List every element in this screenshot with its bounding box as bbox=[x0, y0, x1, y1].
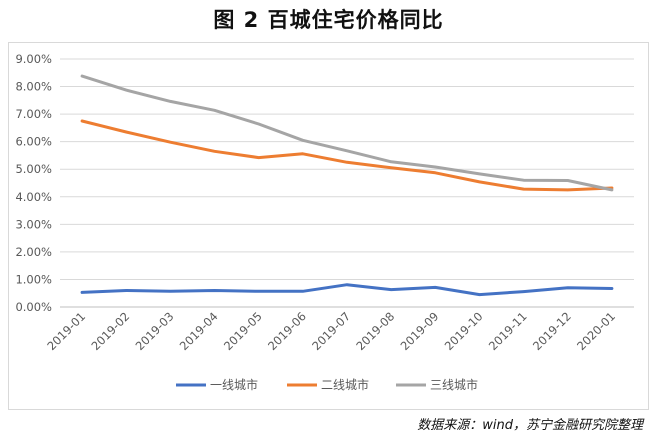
data-point bbox=[478, 180, 481, 184]
data-point bbox=[169, 100, 172, 103]
data-point bbox=[213, 150, 216, 153]
x-tick-label: 2019-05 bbox=[221, 309, 265, 353]
data-point bbox=[478, 293, 481, 296]
data-point bbox=[213, 109, 216, 112]
data-point bbox=[566, 286, 569, 289]
data-point bbox=[80, 119, 84, 123]
x-tick-label: 2019-11 bbox=[486, 309, 530, 353]
x-tick-label: 2019-02 bbox=[88, 309, 132, 353]
source-note: 数据来源：wind，苏宁金融研究院整理 bbox=[417, 418, 643, 433]
data-point bbox=[522, 290, 525, 293]
x-tick-label: 2019-03 bbox=[133, 309, 177, 353]
data-point bbox=[301, 152, 305, 155]
y-tick-label: 6.00% bbox=[15, 135, 52, 149]
data-point bbox=[345, 283, 349, 286]
data-point bbox=[301, 290, 305, 293]
y-tick-label: 4.00% bbox=[15, 190, 52, 204]
data-point bbox=[610, 188, 614, 192]
x-tick-label: 2019-08 bbox=[353, 309, 397, 353]
y-tick-label: 2.00% bbox=[15, 245, 52, 259]
data-point bbox=[610, 287, 614, 290]
data-point bbox=[434, 171, 437, 175]
y-tick-label: 9.00% bbox=[15, 52, 52, 66]
data-point bbox=[213, 289, 216, 292]
data-point bbox=[80, 291, 84, 294]
data-point bbox=[169, 290, 172, 293]
y-tick-label: 7.00% bbox=[15, 107, 52, 121]
data-point bbox=[125, 130, 128, 134]
data-point bbox=[522, 179, 525, 182]
data-point bbox=[257, 122, 260, 126]
data-point bbox=[389, 288, 393, 291]
series-line-1 bbox=[80, 283, 614, 297]
data-point bbox=[389, 160, 393, 163]
data-point bbox=[345, 149, 349, 152]
data-point bbox=[169, 141, 172, 144]
x-tick-label: 2019-01 bbox=[44, 309, 88, 353]
data-point bbox=[566, 188, 569, 192]
x-tick-label: 2019-10 bbox=[442, 309, 486, 353]
data-point bbox=[434, 165, 437, 169]
data-point bbox=[478, 172, 481, 176]
x-tick-label: 2019-07 bbox=[309, 309, 353, 353]
data-point bbox=[566, 179, 569, 182]
legend-label: 三线城市 bbox=[430, 377, 478, 392]
y-tick-label: 8.00% bbox=[15, 80, 52, 94]
data-point bbox=[125, 88, 128, 92]
x-tick-label: 2019-06 bbox=[265, 309, 309, 353]
chart-title: 图 2 百城住宅价格同比 bbox=[213, 8, 444, 32]
data-point bbox=[345, 161, 349, 164]
y-tick-label: 0.00% bbox=[15, 300, 52, 314]
legend-label: 一线城市 bbox=[210, 377, 258, 392]
series-line-3 bbox=[80, 74, 614, 192]
data-point bbox=[522, 187, 525, 191]
chart-frame bbox=[8, 42, 649, 410]
x-tick-label: 2020-01 bbox=[574, 309, 618, 353]
data-point bbox=[80, 74, 84, 78]
y-tick-label: 1.00% bbox=[15, 272, 52, 286]
data-point bbox=[301, 139, 305, 142]
data-point bbox=[434, 286, 437, 289]
data-point bbox=[389, 166, 393, 170]
data-point bbox=[257, 156, 260, 159]
data-point bbox=[257, 290, 260, 293]
x-tick-label: 2019-09 bbox=[398, 309, 442, 353]
x-tick-label: 2019-12 bbox=[530, 309, 574, 353]
data-point bbox=[125, 289, 128, 292]
x-tick-label: 2019-04 bbox=[177, 309, 221, 353]
legend-label: 二线城市 bbox=[321, 377, 369, 392]
y-tick-label: 3.00% bbox=[15, 217, 52, 231]
y-tick-label: 5.00% bbox=[15, 162, 52, 176]
